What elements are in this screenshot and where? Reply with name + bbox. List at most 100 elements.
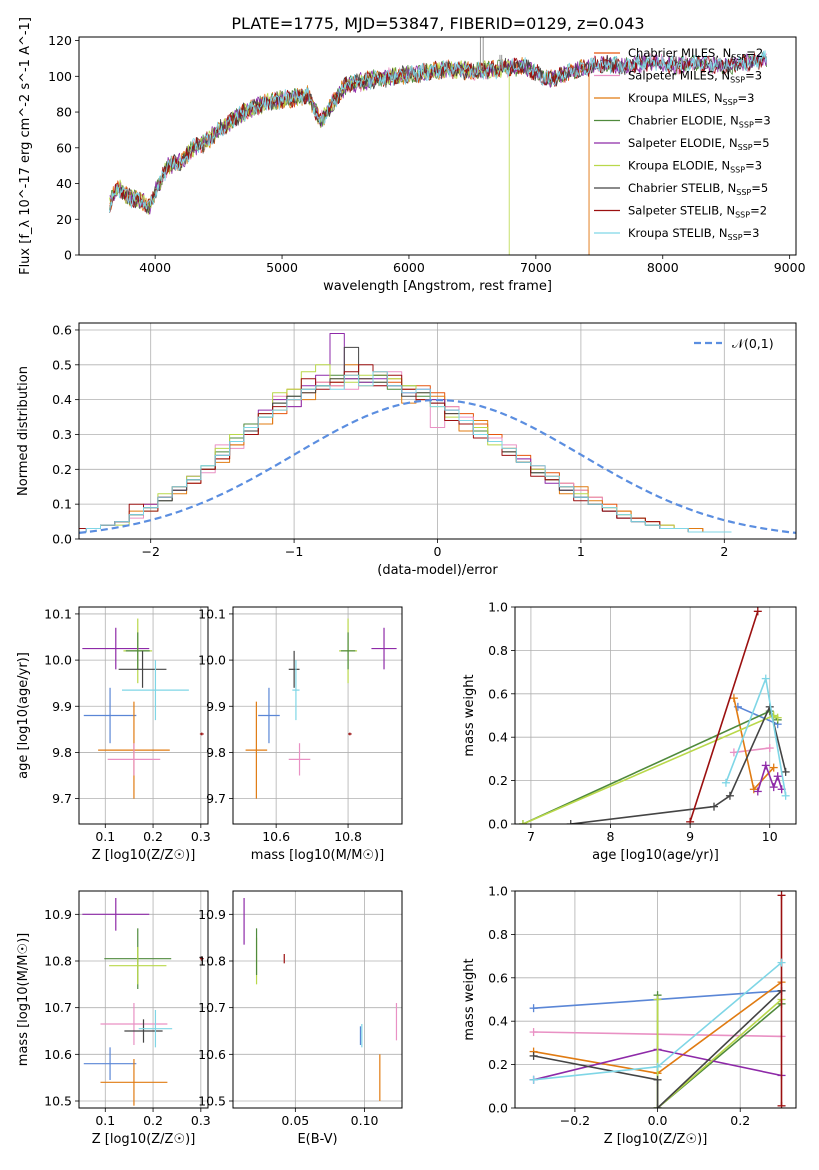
series-line: [689, 611, 759, 823]
y-tick-label: 9.7: [206, 791, 226, 806]
y-tick-label: 0.5: [52, 357, 72, 372]
x-tick-label: 8: [607, 829, 615, 844]
axes-frame-age_vs_mass: 10.6 10.8 9.7 9.8 9.9 10.0 10.1 mass [log10(M/M…: [198, 606, 403, 863]
y-tick-label: 9.7: [52, 791, 72, 806]
y-tick-label: 0.2: [488, 1057, 508, 1072]
axes-border: [78, 890, 209, 1109]
x-tick-label: 1: [577, 544, 585, 559]
series-line: [656, 998, 783, 1108]
plot-area-age_vs_Z: [82, 618, 204, 799]
series-line: [522, 714, 779, 824]
y-tick-label: 10.9: [44, 907, 72, 922]
y-tick-label: 0.8: [488, 927, 508, 942]
axes-frame-spectrum: 4000 5000 6000 7000 8000 9000 0 20 40 60 80 100 120 w…: [18, 17, 806, 294]
legend-label: Chabrier MILES, NSSP=2: [628, 46, 763, 62]
y-tick-label: 10.0: [198, 653, 226, 668]
x-tick-label: 10: [762, 829, 778, 844]
y-tick-label: 9.9: [206, 699, 226, 714]
x-tick-label: 0.3: [191, 829, 211, 844]
axes-border: [78, 36, 797, 256]
y-axis-label: age [log10(age/yr)]: [16, 652, 31, 779]
y-tick-label: 0.1: [52, 497, 72, 512]
y-tick-label: 20: [56, 212, 72, 227]
x-tick-label: 0.2: [143, 1113, 163, 1128]
x-axis-label: Z [log10(Z/Z☉)]: [92, 1132, 196, 1147]
y-tick-label: 10.1: [44, 606, 72, 621]
axes-border: [78, 322, 797, 540]
y-tick-label: 9.9: [52, 699, 72, 714]
x-tick-label: 10.8: [334, 829, 362, 844]
legend-label: Kroupa ELODIE, NSSP=3: [628, 159, 762, 175]
axes-border: [232, 606, 403, 825]
gaussian-curve: [79, 398, 796, 534]
x-axis-label: (data-model)/error: [377, 563, 498, 578]
axes-frame-residuals: −2 −1 0 1 2 0.0 0.1 0.2 0.3 0.4 0.5 0.6 (data-model)…: [16, 322, 797, 578]
axes-frame-massweight_vs_age: 7 8 9 10 0.0 0.2 0.4 0.6 0.8 1.0 age [log10(age/yr…: [462, 600, 797, 863]
legend-label: Kroupa STELIB, NSSP=3: [628, 226, 759, 242]
y-tick-label: 100: [48, 69, 72, 84]
x-tick-label: −2: [141, 544, 159, 559]
x-tick-label: 5000: [266, 260, 298, 275]
x-tick-label: 4000: [139, 260, 171, 275]
panel-age_vs_Z: 0.1 0.2 0.3 9.7 9.8 9.9 10.0 10.1 Z [log10(Z/Z☉)…: [16, 606, 211, 863]
y-tick-label: 10.8: [44, 954, 72, 969]
y-tick-label: 10.0: [44, 653, 72, 668]
legend-label: Chabrier ELODIE, NSSP=3: [628, 114, 771, 130]
y-tick-label: 0.2: [52, 462, 72, 477]
y-tick-label: 10.8: [198, 954, 226, 969]
y-axis-label: mass weight: [462, 674, 477, 756]
series-line: [737, 706, 779, 725]
axes-frame-massweight_vs_Z: −0.2 0.0 0.2 0.0 0.2 0.4 0.6 0.8 1.0 Z [log10(Z/Z…: [462, 884, 797, 1147]
y-axis-label: Flux [f_λ 10^-17 erg cm^-2 s^-1 A^-1]: [18, 17, 33, 275]
legend-label: Kroupa MILES, NSSP=3: [628, 91, 754, 107]
panel-massweight_vs_Z: −0.2 0.0 0.2 0.0 0.2 0.4 0.6 0.8 1.0 Z [log10(Z/Z…: [462, 884, 797, 1147]
x-tick-label: −1: [285, 544, 303, 559]
series-line: [533, 990, 783, 1108]
plot-area-massweight_vs_age: [518, 607, 790, 824]
y-tick-label: 0.4: [52, 392, 72, 407]
panel-spectrum: 4000 5000 6000 7000 8000 9000 0 20 40 60 80 100 120 w…: [18, 17, 806, 294]
y-axis-label: mass weight: [462, 958, 477, 1040]
axes-frame-mass_vs_EBV: 0.05 0.10 10.5 10.6 10.7 10.8 10.9 E(B-V): [198, 890, 403, 1147]
y-tick-label: 80: [56, 105, 72, 120]
axes-border: [514, 606, 797, 825]
y-tick-label: 0.6: [52, 322, 72, 337]
y-tick-label: 9.8: [52, 745, 72, 760]
y-tick-label: 40: [56, 176, 72, 191]
y-tick-label: 0: [64, 248, 72, 263]
x-tick-label: 0.1: [95, 829, 115, 844]
x-tick-label: 7000: [520, 260, 552, 275]
panel-mass_vs_EBV: 0.05 0.10 10.5 10.6 10.7 10.8 10.9 E(B-V): [198, 890, 403, 1147]
y-tick-label: 10.7: [44, 1000, 72, 1015]
y-tick-label: 10.6: [44, 1047, 72, 1062]
plot-area-residuals: [79, 333, 796, 534]
y-tick-label: 0.3: [52, 427, 72, 442]
y-axis-label: mass [log10(M/M☉)]: [16, 933, 31, 1066]
x-tick-label: 0.3: [191, 1113, 211, 1128]
y-tick-label: 0.0: [52, 532, 72, 547]
x-axis-label: Z [log10(Z/Z☉)]: [604, 1132, 708, 1147]
x-tick-label: 0.10: [351, 1113, 379, 1128]
x-tick-label: 0.2: [730, 1113, 750, 1128]
legend-label: Salpeter ELODIE, NSSP=5: [628, 136, 770, 152]
x-tick-label: 0.1: [95, 1113, 115, 1128]
x-axis-label: Z [log10(Z/Z☉)]: [92, 848, 196, 863]
y-tick-label: 10.5: [198, 1094, 226, 1109]
x-tick-label: 9000: [774, 260, 806, 275]
x-tick-label: 7: [527, 829, 535, 844]
x-axis-label: age [log10(age/yr)]: [592, 848, 719, 863]
x-axis-label: E(B-V): [297, 1132, 337, 1147]
y-tick-label: 0.2: [488, 773, 508, 788]
y-tick-label: 60: [56, 140, 72, 155]
legend-label: 𝒩(0,1): [732, 336, 774, 351]
panel-age_vs_mass: 10.6 10.8 9.7 9.8 9.9 10.0 10.1 mass [log10(M/M…: [198, 606, 403, 863]
panel-mass_vs_Z: 0.1 0.2 0.3 10.5 10.6 10.7 10.8 10.9 Z [log10(Z/…: [16, 890, 211, 1147]
spectrum-line: [109, 52, 767, 215]
legend: 𝒩(0,1): [694, 336, 774, 351]
spectrum-line: [109, 50, 767, 213]
x-tick-label: 0.05: [281, 1113, 309, 1128]
histogram-step: [79, 333, 732, 533]
plot-area-age_vs_mass: [245, 618, 397, 799]
x-tick-label: 8000: [647, 260, 679, 275]
legend-label: Salpeter MILES, NSSP=3: [628, 69, 762, 85]
